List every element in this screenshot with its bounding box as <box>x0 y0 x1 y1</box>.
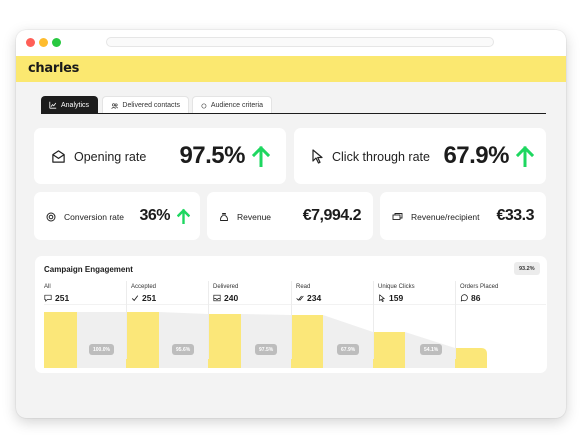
stage-count: 86 <box>471 293 481 303</box>
kpi-value: 67.9% <box>443 142 509 169</box>
campaign-engagement-panel: Campaign Engagement 93.2% All 251 Accept… <box>35 256 547 373</box>
funnel-stage-unique-clicks: Unique Clicks 159 <box>373 281 455 373</box>
circle-icon <box>201 103 207 108</box>
inbox-icon <box>213 294 221 302</box>
check-icon <box>131 295 139 302</box>
title-bar <box>16 30 566 56</box>
cursor-icon <box>312 149 323 164</box>
stage-count: 251 <box>142 293 157 303</box>
maximize-window-button[interactable] <box>52 38 61 47</box>
column-rule <box>44 304 546 305</box>
stage-label: Orders Placed <box>460 284 499 290</box>
stage-label: All <box>44 284 51 290</box>
close-window-button[interactable] <box>26 38 35 47</box>
kpi-label: Revenue/recipient <box>411 212 480 222</box>
kpi-value: €33.3 <box>496 207 534 224</box>
funnel-bar-unique-clicks <box>373 332 405 368</box>
kpi-value: 97.5% <box>179 142 245 169</box>
funnel-connector <box>323 315 373 368</box>
mail-open-icon <box>52 150 65 163</box>
conversion-badge: 100.0% <box>89 344 114 355</box>
stage-count: 240 <box>224 293 239 303</box>
funnel-connector <box>241 314 291 368</box>
stage-count: 234 <box>307 293 322 303</box>
chat-icon <box>44 294 52 302</box>
cursor-icon <box>379 294 385 302</box>
funnel-stage-delivered: Delivered 240 <box>208 281 290 373</box>
tab-delivered-contacts[interactable]: Delivered contacts <box>102 96 189 114</box>
tab-audience-criteria[interactable]: Audience criteria <box>192 96 272 114</box>
kpi-label: Conversion rate <box>64 212 125 222</box>
double-check-icon <box>296 295 304 301</box>
column-divider <box>291 281 292 359</box>
kpi-card-revenue: Revenue €7,994.2 <box>207 192 373 240</box>
kpi-card-revenue-per-recipient: Revenue/recipient €33.3 <box>380 192 546 240</box>
tab-label: Audience criteria <box>210 102 263 109</box>
stage-count: 251 <box>55 293 70 303</box>
engagement-title: Campaign Engagement <box>44 265 133 274</box>
charles-logo[interactable]: charles <box>28 61 80 76</box>
funnel-stage-all: All 251 <box>44 281 126 373</box>
stage-label: Accepted <box>131 284 157 290</box>
arrow-up-icon <box>516 145 534 167</box>
funnel-stage-orders-placed: Orders Placed 86 <box>455 281 537 373</box>
stage-label: Unique Clicks <box>378 284 415 290</box>
browser-window: charles Analytics Delivered contacts Aud… <box>16 30 566 418</box>
tab-label: Delivered contacts <box>122 102 180 109</box>
kpi-value: 36% <box>139 207 170 224</box>
stage-count: 159 <box>389 293 404 303</box>
arrow-up-icon <box>252 145 270 167</box>
column-divider <box>373 281 374 359</box>
kpi-label: Click through rate <box>332 149 430 164</box>
funnel-stage-accepted: Accepted 251 <box>126 281 208 373</box>
conversion-badge: 95.6% <box>172 344 195 355</box>
funnel-bar-delivered <box>208 314 241 368</box>
kpi-card-opening-rate: Opening rate 97.5% <box>34 128 286 184</box>
column-divider <box>208 281 209 359</box>
minimize-window-button[interactable] <box>39 38 48 47</box>
kpi-card-click-through-rate: Click through rate 67.9% <box>294 128 546 184</box>
tab-label: Analytics <box>61 101 90 109</box>
funnel-bar-all <box>44 312 77 368</box>
brand-header: charles <box>16 56 566 82</box>
funnel-stage-read: Read 234 <box>291 281 373 373</box>
engagement-overall-badge: 93.2% <box>514 262 540 275</box>
conversion-badge: 67.9% <box>337 344 360 355</box>
kpi-label: Revenue <box>237 212 272 222</box>
kpi-label: Opening rate <box>74 149 147 164</box>
stage-label: Read <box>296 284 311 290</box>
kpi-card-conversion-rate: Conversion rate 36% <box>34 192 200 240</box>
funnel-bar-accepted <box>126 312 159 368</box>
target-icon <box>46 212 56 222</box>
cash-icon <box>392 213 403 220</box>
tab-analytics[interactable]: Analytics <box>41 96 98 114</box>
conversion-badge: 54.1% <box>420 344 443 355</box>
arrow-up-icon <box>177 208 190 224</box>
funnel-bar-read <box>291 315 323 368</box>
column-divider <box>126 281 127 359</box>
address-bar[interactable] <box>106 37 494 47</box>
chart-icon <box>49 101 57 109</box>
people-icon <box>111 102 119 109</box>
whatsapp-icon <box>460 294 468 302</box>
tab-divider <box>41 113 546 114</box>
stage-label: Delivered <box>213 284 239 290</box>
funnel-connector <box>159 312 208 368</box>
column-divider <box>455 281 456 359</box>
kpi-value: €7,994.2 <box>302 207 362 224</box>
funnel-bar-orders-placed <box>455 348 487 368</box>
money-bag-icon <box>219 213 229 221</box>
conversion-badge: 97.5% <box>255 344 278 355</box>
